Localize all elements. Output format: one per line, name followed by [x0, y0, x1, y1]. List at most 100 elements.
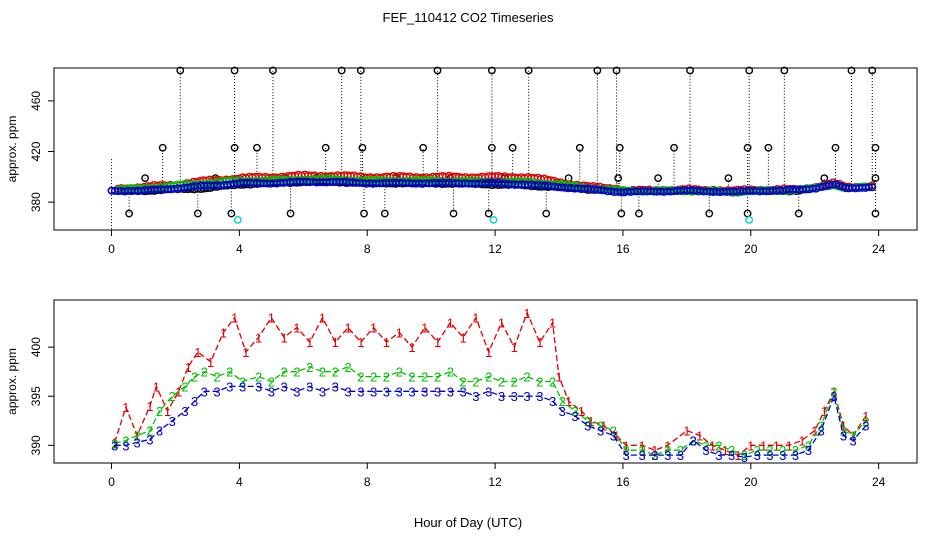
series-1-marker: 1: [164, 404, 171, 419]
spike-mid-point: [743, 143, 752, 152]
series-3-marker: 3: [597, 424, 604, 439]
series-1-marker: 1: [396, 325, 403, 340]
series-1-marker: 1: [747, 438, 754, 453]
spike-mid-point: [419, 143, 428, 152]
series-3-marker: 3: [181, 404, 188, 419]
spike-high-point: [745, 66, 754, 75]
blue-point: [818, 182, 827, 191]
series-1-marker: 1: [683, 424, 690, 439]
series-2-marker: 2: [181, 379, 188, 394]
series-3-marker: 3: [766, 448, 773, 463]
series-2-marker: 2: [754, 443, 761, 458]
spike-mid-point: [831, 143, 840, 152]
series-1-marker: 1: [434, 335, 441, 350]
series-1-marker: 1: [578, 404, 585, 419]
top-panel: 0 4 8 12 16 20 24 380 420 460 approx. ppm: [5, 66, 918, 256]
blue-point: [865, 183, 873, 191]
series-3-marker: 3: [122, 438, 129, 453]
spike-small-point: [871, 174, 880, 183]
spike-high-point: [847, 66, 856, 75]
x-tick-label: 12: [488, 475, 502, 489]
spike-mid-point: [321, 143, 330, 152]
series-2-marker: 2: [447, 365, 454, 380]
series-3-marker: 3: [610, 429, 617, 444]
series-3-marker: 3: [133, 435, 140, 450]
series-1-marker: 1: [332, 335, 339, 350]
series-3-marker: 3: [728, 448, 735, 463]
series-3-marker: 3: [169, 414, 176, 429]
series-2-marker: 2: [293, 365, 300, 380]
series-2-marker: 2: [408, 370, 415, 385]
x-tick-label: 4: [236, 475, 243, 489]
series-1-marker: 1: [760, 438, 767, 453]
series-2-marker: 2: [268, 375, 275, 390]
series-2-marker: 2: [485, 370, 492, 385]
series-3-marker: 3: [549, 394, 556, 409]
series-2-marker: 2: [597, 419, 604, 434]
series-3-marker: 3: [213, 384, 220, 399]
series-3-marker: 3: [460, 384, 467, 399]
series-3-marker: 3: [201, 384, 208, 399]
series-1-marker: 1: [549, 316, 556, 331]
series-1-marker: 1: [565, 394, 572, 409]
series-3-marker: 3: [584, 419, 591, 434]
spike-low-point: [380, 209, 389, 218]
blue-point: [868, 183, 877, 192]
spike-high-point: [487, 66, 496, 75]
y-tick-label: 400: [29, 337, 43, 357]
series-3-marker: 3: [702, 443, 709, 458]
x-tick-label: 20: [744, 242, 758, 256]
series-1-marker: 1: [651, 443, 658, 458]
x-tick-label: 16: [616, 475, 630, 489]
x-tick-label: 0: [108, 242, 115, 256]
series-2-marker: 2: [357, 370, 364, 385]
series-1-marker: 1: [207, 355, 214, 370]
x-tick-label: 0: [108, 475, 115, 489]
series-3-marker: 3: [383, 384, 390, 399]
x-tick-label: 20: [744, 475, 758, 489]
series-3-marker: 3: [805, 443, 812, 458]
series-3-marker: 3: [447, 384, 454, 399]
series-1-marker: 1: [472, 311, 479, 326]
series-1-marker: 1: [319, 311, 326, 326]
series-1-marker: 1: [421, 320, 428, 335]
spike-high-point: [337, 66, 346, 75]
series-2-marker: 2: [146, 424, 153, 439]
series-2-marker: 2: [332, 365, 339, 380]
spike-high-point: [780, 66, 789, 75]
series-2-marker: 2: [133, 429, 140, 444]
series-1-marker: 1: [498, 316, 505, 331]
cyan-point: [233, 215, 242, 224]
spike-low-point: [193, 209, 202, 218]
series-2-marker: 2: [396, 365, 403, 380]
spike-mid-point: [615, 143, 624, 152]
series-2-marker: 2: [169, 389, 176, 404]
spike-high-point: [356, 66, 365, 75]
series-1-marker: 1: [709, 438, 716, 453]
series-3-marker: 3: [156, 424, 163, 439]
series-2-marker: 2: [610, 424, 617, 439]
series-3-marker: 3: [498, 389, 505, 404]
series-2-marker: 2: [766, 443, 773, 458]
series-3-marker: 3: [421, 384, 428, 399]
series-3-marker: 3: [472, 389, 479, 404]
series-3-line: [114, 385, 867, 458]
series-3-marker: 3: [239, 379, 246, 394]
series-3-marker: 3: [792, 448, 799, 463]
series-1-marker: 1: [798, 433, 805, 448]
plot-frame: [53, 67, 918, 231]
series-2-marker: 2: [111, 436, 118, 451]
series-3-marker: 3: [523, 389, 530, 404]
y-tick-label: 395: [29, 386, 43, 406]
series-2-marker: 2: [201, 365, 208, 380]
x-tick-label: 12: [488, 242, 502, 256]
series-2-marker: 2: [639, 443, 646, 458]
plot-frame: [53, 299, 918, 464]
y-axis-label: approx. ppm: [5, 116, 19, 183]
series-2-marker: 2: [840, 424, 847, 439]
series-3-marker: 3: [511, 389, 518, 404]
spike-low-point: [227, 209, 236, 218]
series-1-marker: 1: [153, 379, 160, 394]
spike-small-point: [614, 174, 623, 183]
series-2-marker: 2: [728, 443, 735, 458]
